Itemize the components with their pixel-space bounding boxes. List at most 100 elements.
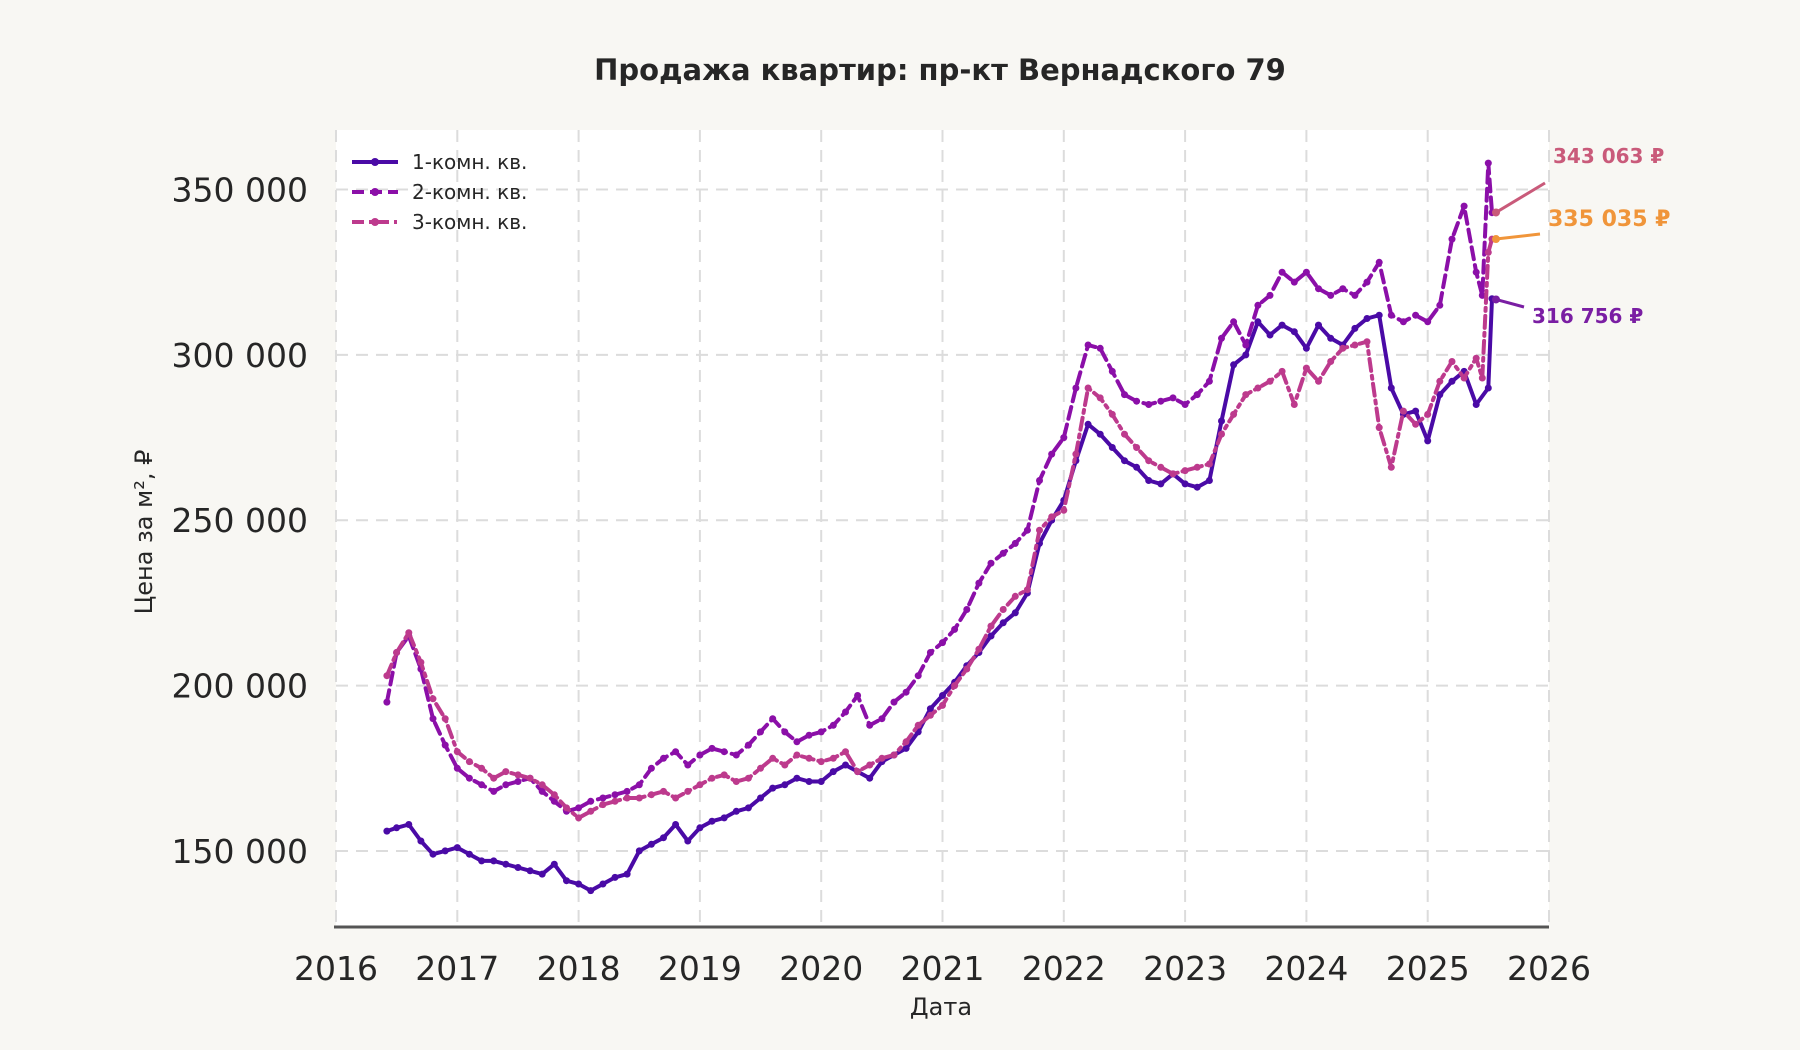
- y-tick-label: 200 000: [172, 667, 308, 706]
- legend-label: 1-комн. кв.: [412, 150, 527, 174]
- data-point: [1023, 526, 1031, 534]
- data-point: [1436, 377, 1444, 385]
- data-point: [1363, 338, 1371, 346]
- data-point: [1193, 483, 1201, 491]
- data-point: [1011, 539, 1019, 547]
- x-axis-label: Дата: [910, 993, 972, 1021]
- chart-title: Продажа квартир: пр-кт Вернадского 79: [594, 53, 1286, 87]
- data-point: [696, 751, 704, 759]
- data-point: [1230, 361, 1238, 369]
- data-point: [383, 827, 391, 835]
- data-point: [1448, 358, 1456, 365]
- data-point: [1096, 344, 1104, 352]
- data-point: [1036, 526, 1043, 534]
- y-axis-label: Цена за м², ₽: [130, 450, 158, 615]
- data-point: [1266, 331, 1274, 339]
- data-point: [781, 728, 789, 736]
- data-point: [1072, 450, 1080, 458]
- data-point: [1412, 311, 1420, 319]
- data-point: [951, 682, 959, 690]
- data-point: [1084, 420, 1092, 428]
- data-point: [1478, 374, 1486, 382]
- data-point: [1266, 377, 1274, 385]
- data-point: [1424, 437, 1432, 445]
- data-point: [684, 837, 692, 845]
- data-point: [1484, 159, 1492, 167]
- data-point: [1460, 202, 1468, 210]
- data-point: [1424, 410, 1432, 418]
- data-point: [866, 721, 874, 729]
- data-point: [1278, 367, 1286, 375]
- data-point: [538, 870, 546, 878]
- data-point: [429, 695, 437, 703]
- y-tick-label: 350 000: [172, 171, 308, 210]
- data-point: [660, 787, 667, 795]
- data-point: [538, 787, 546, 795]
- data-point: [696, 781, 704, 789]
- data-point: [769, 784, 777, 792]
- data-point: [781, 781, 789, 789]
- data-point: [1472, 354, 1480, 362]
- data-point: [708, 774, 716, 782]
- data-point: [1339, 344, 1347, 352]
- data-point: [720, 771, 728, 779]
- data-point: [744, 804, 752, 812]
- data-point: [1387, 463, 1395, 471]
- data-point: [672, 794, 680, 802]
- data-point: [744, 741, 752, 749]
- data-point: [405, 629, 413, 637]
- data-point: [587, 887, 595, 895]
- data-point: [757, 728, 764, 736]
- data-point: [890, 751, 898, 759]
- annotation-label: 316 756 ₽: [1532, 304, 1643, 328]
- data-point: [757, 764, 764, 772]
- data-point: [514, 771, 522, 779]
- data-point: [1133, 463, 1141, 471]
- data-point: [939, 701, 946, 709]
- data-point: [1084, 341, 1092, 349]
- data-point: [660, 754, 667, 762]
- data-point: [890, 698, 898, 706]
- data-point: [575, 880, 583, 888]
- legend-marker: [371, 158, 379, 166]
- data-point: [684, 761, 692, 769]
- data-point: [1472, 401, 1480, 408]
- data-point: [1218, 417, 1225, 425]
- annotation-arrow: [1495, 298, 1525, 309]
- data-point: [1351, 324, 1359, 332]
- x-tick-labels: 2016 2017 2018 2019 2020 2021 2022 2023 2024 2025…: [294, 949, 1591, 988]
- data-point: [1484, 384, 1492, 392]
- data-point: [1205, 377, 1213, 385]
- data-point: [1460, 374, 1468, 382]
- data-point: [975, 645, 983, 653]
- data-point: [514, 778, 522, 785]
- data-point: [441, 715, 449, 723]
- data-point: [490, 857, 498, 865]
- data-point: [1121, 430, 1128, 438]
- data-point: [1036, 477, 1043, 484]
- data-point: [999, 549, 1007, 557]
- data-point: [393, 649, 401, 656]
- data-point: [1121, 391, 1128, 399]
- data-point: [926, 705, 934, 713]
- data-point: [1048, 450, 1056, 458]
- data-point: [866, 761, 874, 769]
- data-point: [1448, 377, 1456, 385]
- data-point: [914, 721, 922, 729]
- data-point: [829, 768, 837, 776]
- data-point: [1181, 467, 1189, 475]
- data-point: [1448, 235, 1456, 243]
- data-point: [963, 665, 971, 673]
- data-point: [538, 781, 546, 789]
- annotation-arrowhead: [1491, 208, 1500, 217]
- data-point: [550, 791, 558, 799]
- data-point: [1302, 364, 1310, 372]
- data-point: [563, 804, 570, 812]
- data-point: [757, 794, 764, 802]
- data-point: [963, 606, 971, 613]
- data-point: [1133, 397, 1141, 405]
- data-point: [696, 824, 704, 832]
- data-point: [1387, 384, 1395, 392]
